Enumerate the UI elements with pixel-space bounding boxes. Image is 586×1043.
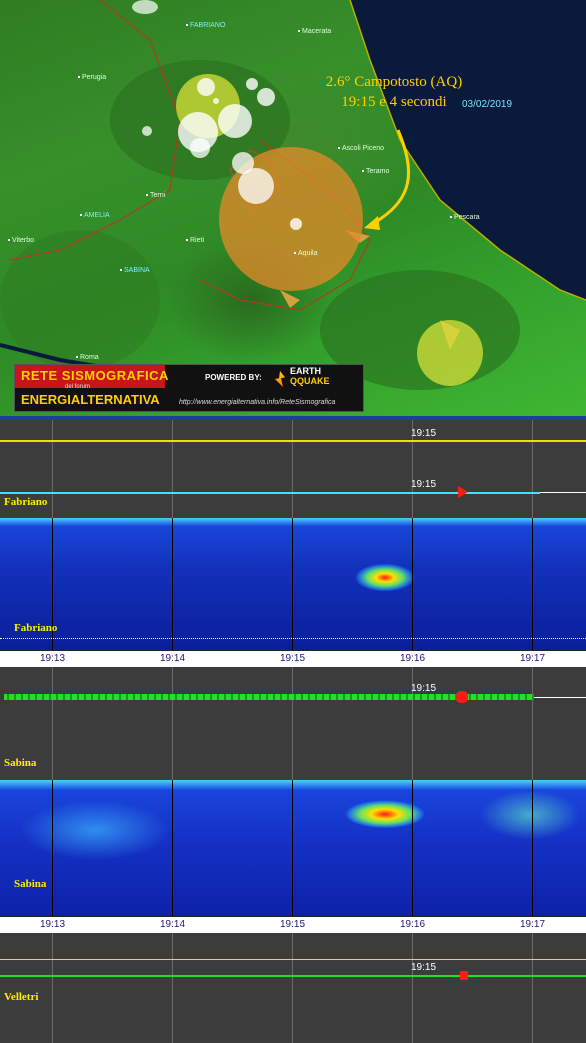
time-marker-label: 19:15 [411,962,437,973]
axis-tick: 19:14 [160,653,186,664]
logo-powered: POWERED BY: [205,373,262,382]
network-logo: RETE SISMOGRAFICA del forum ENERGIALTERN… [14,364,364,412]
logo-org: ENERGIALTERNATIVA [21,392,160,407]
city-label: Roma [76,354,99,361]
city-label: Macerata [298,28,331,35]
quake-marker [213,98,219,104]
quake-marker [132,0,158,14]
spectrogram-event [330,790,440,900]
quake-marker [238,168,274,204]
city-label: SABINA [120,267,150,274]
axis-tick: 19:13 [40,653,66,664]
event-marker-icon [456,691,468,703]
event-marker-icon [460,971,468,980]
city-label: AMELIA [80,212,110,219]
yellow-trace [0,959,586,960]
quake-marker [290,218,302,230]
time-marker-label: 19:15 [411,479,437,490]
quake-marker [218,104,252,138]
city-label: Aquila [294,250,317,257]
axis-tick: 19:15 [280,919,306,930]
time-axis: 19:13 19:14 19:15 19:16 19:17 [0,650,586,667]
green-trace [0,975,586,977]
logo-brand: EARTH QQUAKE [290,366,330,386]
logo-brand-top: EARTH [290,366,321,376]
axis-tick: 19:17 [520,919,546,930]
event-date: 03/02/2019 [462,99,513,110]
spectrogram-event [355,530,415,600]
axis-tick: 19:15 [280,653,306,664]
logo-title: RETE SISMOGRAFICA [21,368,169,383]
city-label: Teramo [362,168,389,175]
city-label: Terni [146,192,165,199]
station-label: Fabriano [14,622,58,634]
event-location: 2.6° Campotosto (AQ) [325,74,463,90]
quake-marker [232,152,254,174]
yellow-trace [0,440,586,442]
event-time: 19:15 e 4 secondi [341,94,447,110]
logo-brand-bottom: QQUAKE [290,376,330,386]
quake-marker [257,88,275,106]
axis-tick: 19:16 [400,919,426,930]
fabriano-trace-panel: 19:15 19:15 Fabriano [0,420,586,518]
station-label: Sabina [14,878,47,890]
city-label: Perugia [78,74,106,81]
time-axis: 19:13 19:14 19:15 19:16 19:17 [0,916,586,933]
sabina-trace-panel: 19:15 Sabina [0,667,586,780]
city-label: Pescara [450,214,480,221]
green-trace [4,694,534,700]
station-label: Fabriano [4,496,48,508]
logo-url[interactable]: http://www.energialternativa.info/ReteSi… [179,399,336,406]
time-marker-label: 19:15 [411,428,437,439]
cyan-trace [0,492,540,494]
quake-marker [246,78,258,90]
quake-marker [142,126,152,136]
axis-tick: 19:16 [400,653,426,664]
event-caption: 2.6° Campotosto (AQ) 19:15 e 4 secondi [324,72,464,112]
sabina-spectrogram: Sabina [0,780,586,916]
event-marker-icon [458,486,468,498]
city-label: Rieti [186,237,204,244]
station-label: Sabina [4,757,37,769]
quake-marker [197,78,215,96]
axis-tick: 19:14 [160,919,186,930]
city-label: FABRIANO [186,22,225,29]
axis-tick: 19:13 [40,919,66,930]
divider [0,416,586,420]
quake-marker [190,138,210,158]
quake-marker [417,320,483,386]
axis-tick: 19:17 [520,653,546,664]
lightning-icon [275,371,285,387]
station-label: Velletri [4,991,39,1003]
event-arrow-icon [371,129,411,226]
city-label: Ascoli Piceno [338,145,384,152]
time-marker-label: 19:15 [411,683,437,694]
logo-subtitle: del forum [65,384,91,390]
fabriano-spectrogram: Fabriano [0,518,586,650]
seismic-map: FABRIANO Macerata Perugia Ascoli Piceno … [0,0,586,416]
velletri-trace-panel: 19:15 Velletri [0,933,586,1043]
city-label: Viterbo [8,237,34,244]
